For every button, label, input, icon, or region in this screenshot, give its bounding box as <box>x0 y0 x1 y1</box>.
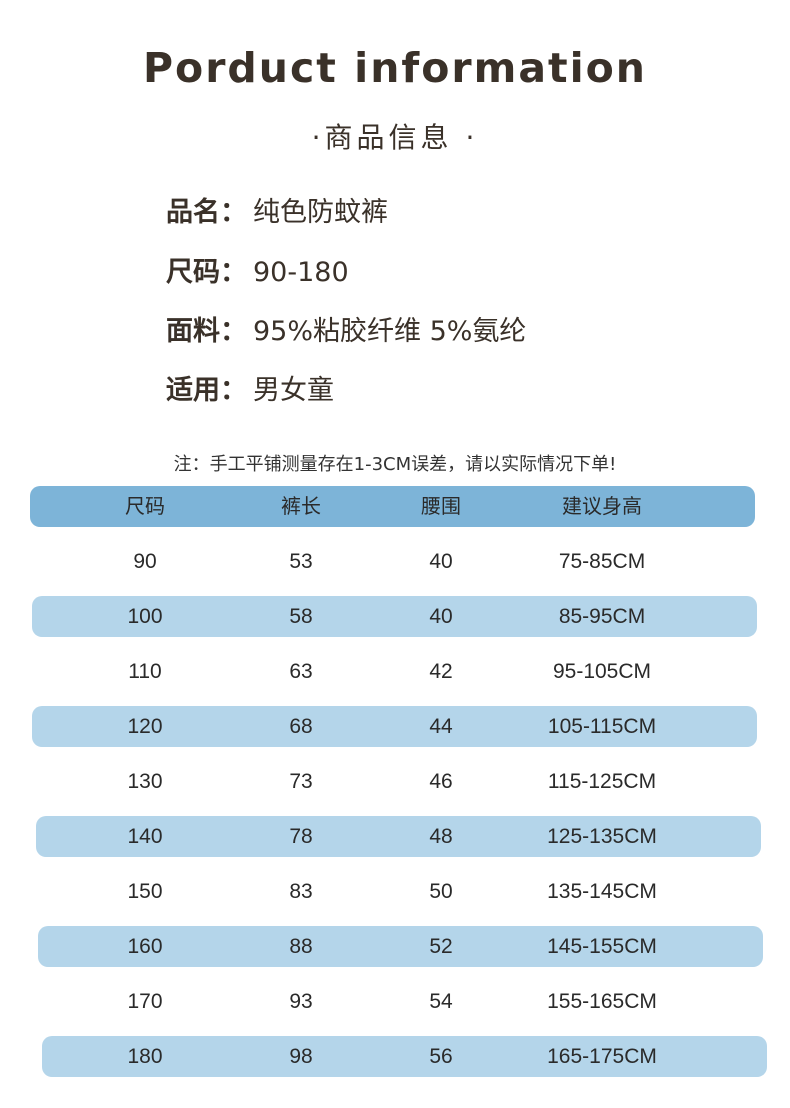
table-cell: 85-95CM <box>558 605 646 628</box>
table-cell: 145-155CM <box>547 935 657 958</box>
table-cell: 135-145CM <box>547 880 657 903</box>
table-cell: 54 <box>429 990 453 1013</box>
table-row: 100 58 40 85-95CM <box>0 596 790 637</box>
table-cell: 53 <box>289 550 313 573</box>
table-row: 120 68 44 105-115CM <box>0 706 790 747</box>
measurement-note: 注：手工平铺测量存在1-3CM误差，请以实际情况下单! <box>173 454 617 475</box>
header-cell: 腰围 <box>421 494 461 518</box>
table-header-band <box>30 486 755 527</box>
table-cell: 46 <box>429 770 453 793</box>
info-fabric: 面料： 95%粘胶纤维 5%氨纶 <box>166 309 526 348</box>
table-cell: 140 <box>127 825 163 848</box>
table-row: 110 63 42 95-105CM <box>0 651 790 692</box>
table-cell: 90 <box>133 550 157 573</box>
header-cell: 裤长 <box>281 494 321 518</box>
table-cell: 110 <box>128 660 162 683</box>
table-cell: 63 <box>289 660 313 683</box>
info-suitable: 适用： 男女童 <box>166 368 334 407</box>
info-label: 尺码： <box>166 257 247 288</box>
table-row: 130 73 46 115-125CM <box>0 761 790 802</box>
header-cell: 尺码 <box>125 494 165 518</box>
table-cell: 100 <box>127 605 163 628</box>
table-cell: 42 <box>429 660 453 683</box>
page-subtitle: ·商品信息 · <box>311 121 479 154</box>
row-band <box>42 1036 767 1077</box>
info-label: 面料： <box>166 316 247 347</box>
table-cell: 150 <box>127 880 163 903</box>
table-row: 140 78 48 125-135CM <box>0 816 790 857</box>
table-row: 180 98 56 165-175CM <box>0 1036 790 1077</box>
table-cell: 50 <box>429 880 453 903</box>
table-cell: 40 <box>429 550 453 573</box>
info-label: 适用： <box>166 375 247 406</box>
info-label: 品名： <box>166 197 247 228</box>
table-cell: 44 <box>429 715 453 738</box>
table-cell: 58 <box>289 605 313 628</box>
table-cell: 180 <box>127 1045 163 1068</box>
table-cell: 56 <box>429 1045 453 1068</box>
row-band <box>32 706 757 747</box>
header-cell: 建议身高 <box>562 494 642 518</box>
table-cell: 83 <box>289 880 313 903</box>
row-band <box>36 816 761 857</box>
table-cell: 115-125CM <box>547 770 657 793</box>
row-band <box>32 596 757 637</box>
table-cell: 73 <box>289 770 313 793</box>
table-header: 尺码 裤长 腰围 建议身高 <box>0 486 790 527</box>
table-row: 90 53 40 75-85CM <box>0 541 790 582</box>
table-cell: 125-135CM <box>547 825 657 848</box>
table-cell: 93 <box>289 990 313 1013</box>
table-cell: 78 <box>289 825 313 848</box>
table-cell: 170 <box>127 990 163 1013</box>
table-cell: 95-105CM <box>552 660 652 683</box>
info-value: 纯色防蚊裤 <box>253 197 388 228</box>
table-row: 170 93 54 155-165CM <box>0 981 790 1022</box>
table-cell: 130 <box>127 770 163 793</box>
table-cell: 160 <box>127 935 163 958</box>
info-product-name: 品名： 纯色防蚊裤 <box>166 190 388 229</box>
row-band <box>38 926 763 967</box>
info-value: 95%粘胶纤维 5%氨纶 <box>253 316 527 347</box>
table-row: 150 83 50 135-145CM <box>0 871 790 912</box>
table-cell: 88 <box>289 935 313 958</box>
table-cell: 52 <box>429 935 453 958</box>
info-value: 90-180 <box>253 257 349 288</box>
table-row: 160 88 52 145-155CM <box>0 926 790 967</box>
table-cell: 165-175CM <box>547 1045 657 1068</box>
table-cell: 48 <box>429 825 453 848</box>
table-cell: 98 <box>289 1045 313 1068</box>
table-cell: 120 <box>127 715 163 738</box>
table-cell: 155-165CM <box>547 990 657 1013</box>
table-cell: 40 <box>429 605 453 628</box>
table-cell: 75-85CM <box>558 550 646 573</box>
page-title: Porduct information <box>142 44 647 92</box>
info-value: 男女童 <box>253 375 334 406</box>
table-cell: 105-115CM <box>547 715 657 738</box>
info-size: 尺码： 90-180 <box>166 250 349 289</box>
table-cell: 68 <box>289 715 313 738</box>
